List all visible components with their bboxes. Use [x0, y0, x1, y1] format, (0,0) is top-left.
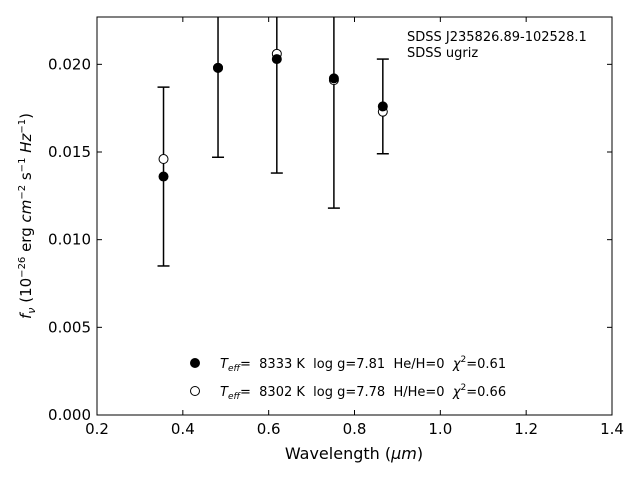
x-tick-label-3: 0.8	[343, 420, 367, 438]
axes-frame	[96, 16, 613, 416]
point-filled-0	[158, 171, 169, 182]
x-tick-label-5: 1.2	[514, 420, 538, 438]
x-tick-label-1: 0.4	[171, 420, 195, 438]
point-filled-1	[213, 62, 224, 73]
annotation-object-name: SDSS J235826.89-102528.1	[407, 30, 587, 45]
x-tick-label-4: 1.0	[428, 420, 452, 438]
axis-ticks: 0.2 0.4 0.6 0.8 1.0 1.2 1.4 0.000 0.005 0.010 0.01…	[48, 17, 624, 438]
y-tick-label-3: 0.015	[48, 143, 91, 161]
y-tick-label-4: 0.020	[48, 55, 91, 73]
point-filled-2	[271, 54, 282, 65]
y-axis-label: fν (10−26 erg cm−2 s−1 Hz−1)	[17, 113, 38, 319]
x-tick-label-2: 0.6	[257, 420, 281, 438]
x-axis-label: Wavelength (μm)	[285, 444, 423, 463]
x-tick-label-6: 1.4	[600, 420, 624, 438]
legend-marker-open	[190, 386, 200, 396]
legend-entry-h-he: Teff= 8302 K log g=7.78 H/He=0 χ2=0.66	[220, 383, 506, 402]
x-tick-label-0: 0.2	[85, 420, 109, 438]
legend-entry-he-h: Teff= 8333 K log g=7.81 He/H=0 χ2=0.61	[220, 355, 506, 374]
point-filled-3	[328, 73, 339, 84]
y-tick-label-1: 0.005	[48, 318, 91, 336]
y-tick-label-0: 0.000	[48, 406, 91, 424]
y-tick-label-2: 0.010	[48, 231, 91, 249]
annotation-filter-set: SDSS ugriz	[407, 46, 478, 61]
point-filled-4	[377, 101, 388, 112]
plot-area	[157, 17, 389, 267]
legend: Teff= 8333 K log g=7.81 He/H=0 χ2=0.61 T…	[190, 355, 506, 402]
legend-marker-filled	[190, 358, 200, 368]
point-open-0	[158, 154, 169, 165]
